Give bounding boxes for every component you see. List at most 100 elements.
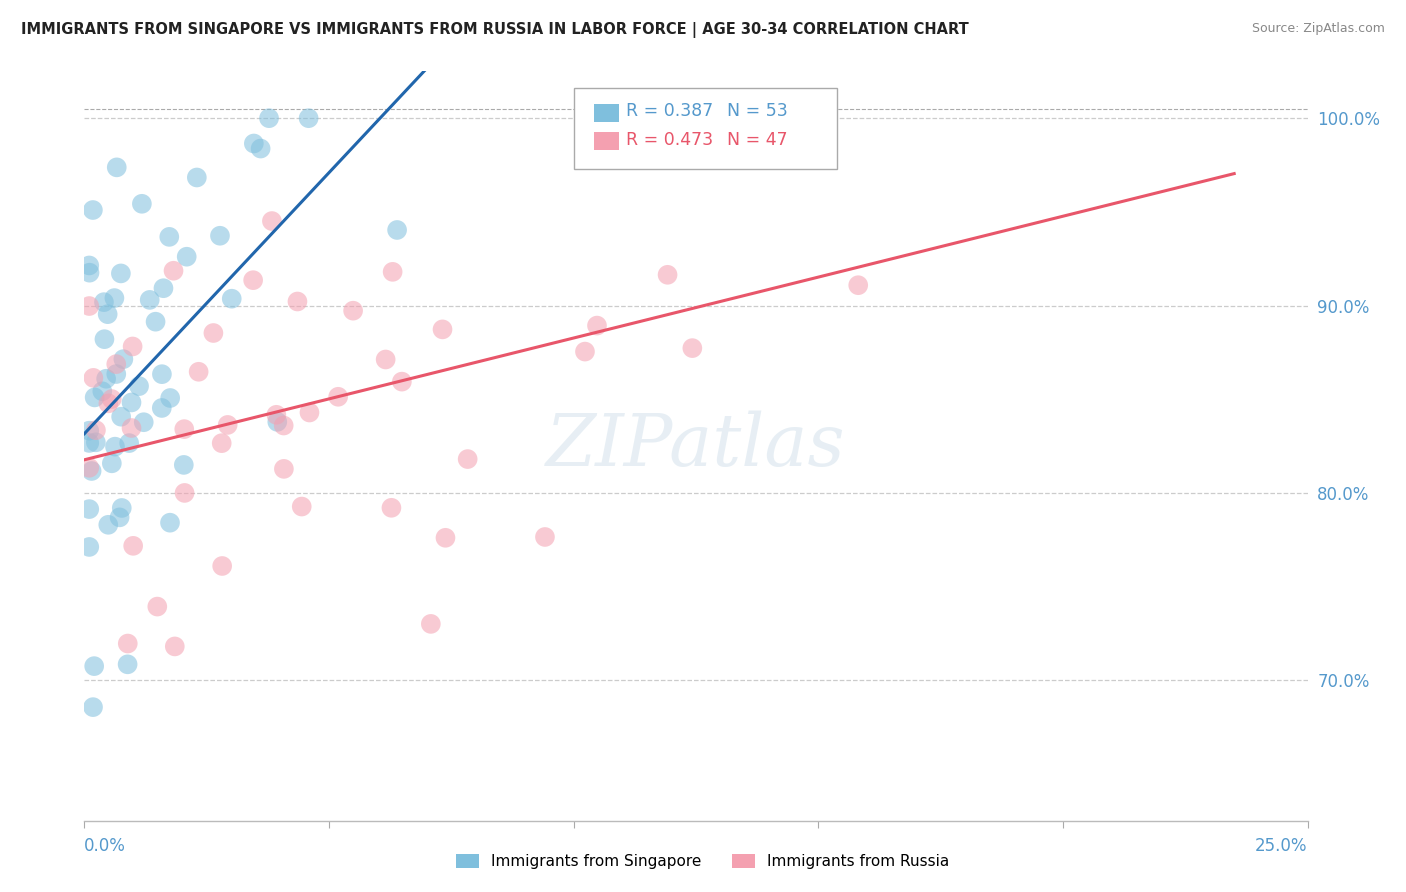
Point: [138, 293, 160, 307]
Point: [159, 391, 181, 405]
Text: R = 0.387: R = 0.387: [626, 102, 713, 120]
Point: [273, 418, 295, 433]
Point: [77, 299, 100, 313]
Text: 25.0%: 25.0%: [1256, 838, 1308, 855]
Point: [221, 292, 243, 306]
Point: [146, 599, 169, 614]
FancyBboxPatch shape: [595, 103, 619, 121]
Point: [105, 367, 128, 381]
Point: [91, 384, 114, 399]
Point: [297, 112, 319, 126]
Point: [84, 423, 107, 437]
Point: [82, 202, 104, 217]
Point: [103, 291, 125, 305]
Point: [101, 456, 124, 470]
Point: [117, 636, 139, 650]
Point: [298, 405, 321, 419]
Point: [381, 265, 404, 279]
Point: [249, 142, 271, 156]
Point: [157, 230, 180, 244]
Point: [801, 112, 824, 126]
Point: [121, 395, 143, 409]
Point: [82, 371, 104, 385]
Point: [82, 700, 104, 714]
Point: [112, 352, 135, 367]
Point: [291, 500, 314, 514]
Point: [419, 616, 441, 631]
Text: IMMIGRANTS FROM SINGAPORE VS IMMIGRANTS FROM RUSSIA IN LABOR FORCE | AGE 30-34 C: IMMIGRANTS FROM SINGAPORE VS IMMIGRANTS …: [21, 22, 969, 38]
Point: [110, 409, 132, 424]
Point: [83, 391, 105, 405]
Point: [266, 415, 288, 429]
Text: R = 0.473: R = 0.473: [626, 131, 713, 149]
Point: [84, 435, 107, 450]
Point: [202, 326, 225, 340]
Point: [434, 531, 457, 545]
Point: [77, 540, 100, 554]
Point: [266, 408, 288, 422]
Point: [391, 375, 413, 389]
Point: [150, 401, 173, 415]
Point: [287, 294, 309, 309]
Point: [77, 460, 100, 475]
Point: [150, 367, 173, 381]
Point: [79, 266, 101, 280]
Point: [97, 517, 120, 532]
Point: [162, 264, 184, 278]
Point: [131, 196, 153, 211]
Point: [211, 559, 233, 574]
Point: [242, 273, 264, 287]
Point: [260, 214, 283, 228]
Point: [187, 365, 209, 379]
Point: [173, 422, 195, 436]
Point: [145, 315, 167, 329]
Point: [273, 462, 295, 476]
Point: [97, 396, 120, 410]
Point: [152, 281, 174, 295]
Text: Source: ZipAtlas.com: Source: ZipAtlas.com: [1251, 22, 1385, 36]
Point: [77, 259, 100, 273]
Point: [83, 659, 105, 673]
Point: [77, 502, 100, 516]
Point: [163, 640, 186, 654]
Point: [104, 440, 127, 454]
Point: [121, 421, 143, 435]
Point: [132, 415, 155, 429]
Text: N = 53: N = 53: [727, 102, 787, 120]
Point: [173, 486, 195, 500]
Point: [380, 500, 402, 515]
Point: [108, 510, 131, 524]
Point: [173, 458, 195, 472]
Point: [385, 223, 408, 237]
Point: [217, 417, 239, 432]
Point: [117, 657, 139, 672]
Point: [111, 500, 134, 515]
Point: [176, 250, 198, 264]
Point: [77, 424, 100, 438]
Point: [243, 136, 266, 151]
Point: [97, 307, 120, 321]
Point: [846, 278, 869, 293]
Point: [186, 170, 208, 185]
Point: [342, 303, 364, 318]
FancyBboxPatch shape: [574, 87, 837, 169]
Point: [122, 539, 145, 553]
Point: [121, 339, 143, 353]
Point: [110, 267, 132, 281]
Point: [211, 436, 233, 450]
FancyBboxPatch shape: [595, 132, 619, 150]
Point: [574, 344, 596, 359]
Point: [710, 112, 733, 126]
Point: [94, 372, 117, 386]
Point: [328, 390, 350, 404]
Point: [105, 357, 128, 371]
Point: [586, 318, 609, 333]
Point: [118, 436, 141, 450]
Point: [681, 341, 703, 355]
Text: 0.0%: 0.0%: [84, 838, 127, 855]
Point: [77, 436, 100, 450]
Point: [432, 322, 454, 336]
Point: [93, 295, 115, 310]
Point: [457, 452, 479, 467]
Point: [80, 464, 103, 478]
